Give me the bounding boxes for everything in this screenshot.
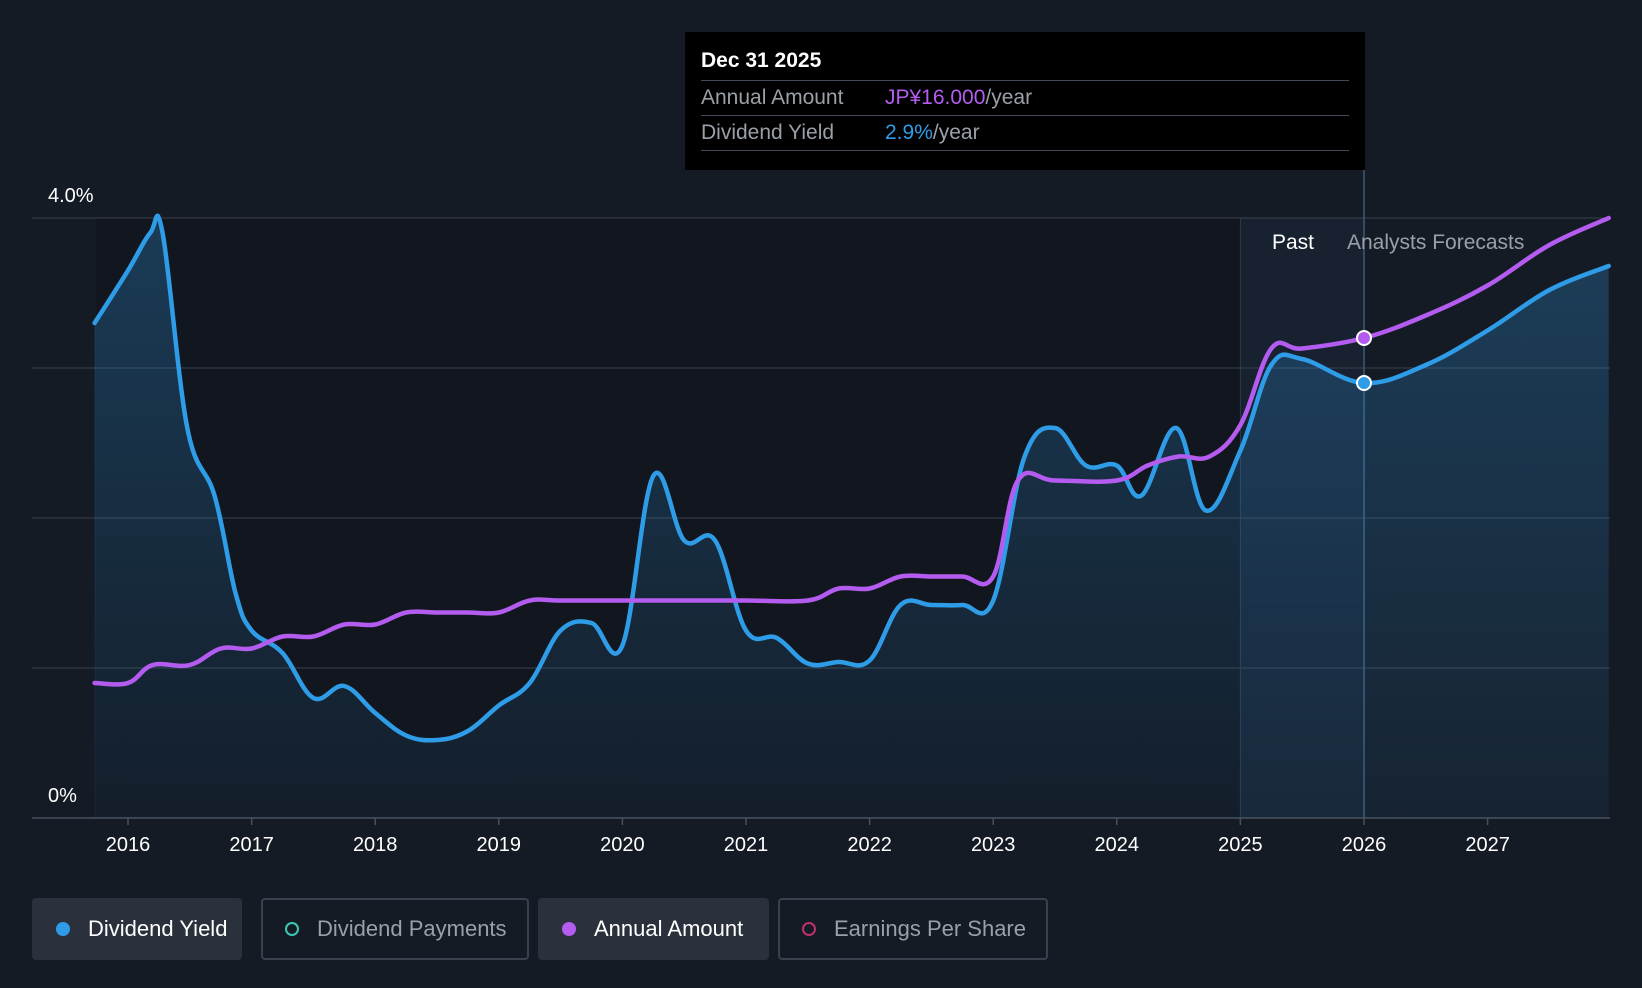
x-tick-label: 2020 bbox=[600, 834, 645, 856]
dividend-yield-marker bbox=[1356, 375, 1372, 391]
past-label: Past bbox=[1272, 231, 1314, 254]
annual-amount-line bbox=[92, 215, 1611, 687]
legend-dividend-yield-label: Dividend Yield bbox=[88, 916, 228, 941]
tooltip-yield-label: Dividend Yield bbox=[701, 121, 835, 144]
y-tick-label: 4.0% bbox=[48, 185, 94, 207]
chart-tooltip: Dec 31 2025 Annual Amount JP¥16.000/year … bbox=[685, 32, 1365, 170]
earnings-per-share-ring-icon bbox=[802, 922, 816, 936]
dividend-payments-ring-icon bbox=[285, 922, 299, 936]
line-layer bbox=[92, 213, 1611, 743]
dividend-chart: 4.0% 0% 2016 2017 2018 2019 2020 2021 2022 2023 20… bbox=[32, 168, 1611, 856]
annual-amount-dot-icon bbox=[562, 922, 576, 936]
x-tick-label: 2023 bbox=[971, 834, 1016, 856]
tooltip-annual-label: Annual Amount bbox=[701, 86, 844, 109]
legend-annual-amount-label: Annual Amount bbox=[594, 916, 744, 941]
x-tick-label: 2025 bbox=[1218, 834, 1263, 856]
legend-earnings-per-share-label: Earnings Per Share bbox=[834, 916, 1026, 941]
legend-dividend-yield[interactable]: Dividend Yield bbox=[32, 898, 242, 960]
x-tick-label: 2027 bbox=[1465, 834, 1510, 856]
dividend-yield-line bbox=[92, 213, 1611, 743]
marker-layer bbox=[1356, 330, 1372, 391]
forecast-label: Analysts Forecasts bbox=[1347, 231, 1524, 254]
legend-dividend-payments-label: Dividend Payments bbox=[317, 916, 507, 941]
area-layer bbox=[94, 215, 1609, 818]
tooltip-annual-value: JP¥16.000 bbox=[885, 86, 986, 109]
legend-annual-amount[interactable]: Annual Amount bbox=[538, 898, 769, 960]
legend-dividend-payments[interactable]: Dividend Payments bbox=[261, 898, 529, 960]
y-tick-label: 0% bbox=[48, 785, 77, 807]
text-layer: 4.0% 0% 2016 2017 2018 2019 2020 2021 2022 2023 20… bbox=[48, 185, 1524, 856]
tooltip-yield-row: Dividend Yield 2.9%/year bbox=[701, 116, 1349, 151]
x-tick-label: 2016 bbox=[106, 834, 151, 856]
tooltip-yield-unit: /year bbox=[932, 121, 980, 144]
annual-amount-marker bbox=[1356, 330, 1372, 346]
x-tick-label: 2017 bbox=[229, 834, 274, 856]
x-tick-label: 2021 bbox=[724, 834, 769, 856]
legend-earnings-per-share[interactable]: Earnings Per Share bbox=[778, 898, 1048, 960]
x-tick-label: 2022 bbox=[847, 834, 892, 856]
x-tick-label: 2026 bbox=[1342, 834, 1387, 856]
dividend-yield-dot-icon bbox=[56, 922, 70, 936]
x-tick-label: 2019 bbox=[477, 834, 522, 856]
tooltip-annual-row: Annual Amount JP¥16.000/year bbox=[701, 81, 1349, 116]
x-tick-label: 2024 bbox=[1095, 834, 1140, 856]
tooltip-yield-value: 2.9% bbox=[885, 121, 933, 144]
tooltip-date: Dec 31 2025 bbox=[701, 46, 1349, 81]
dividend-yield-area bbox=[94, 215, 1609, 818]
x-tick-label: 2018 bbox=[353, 834, 398, 856]
tooltip-annual-unit: /year bbox=[985, 86, 1033, 109]
